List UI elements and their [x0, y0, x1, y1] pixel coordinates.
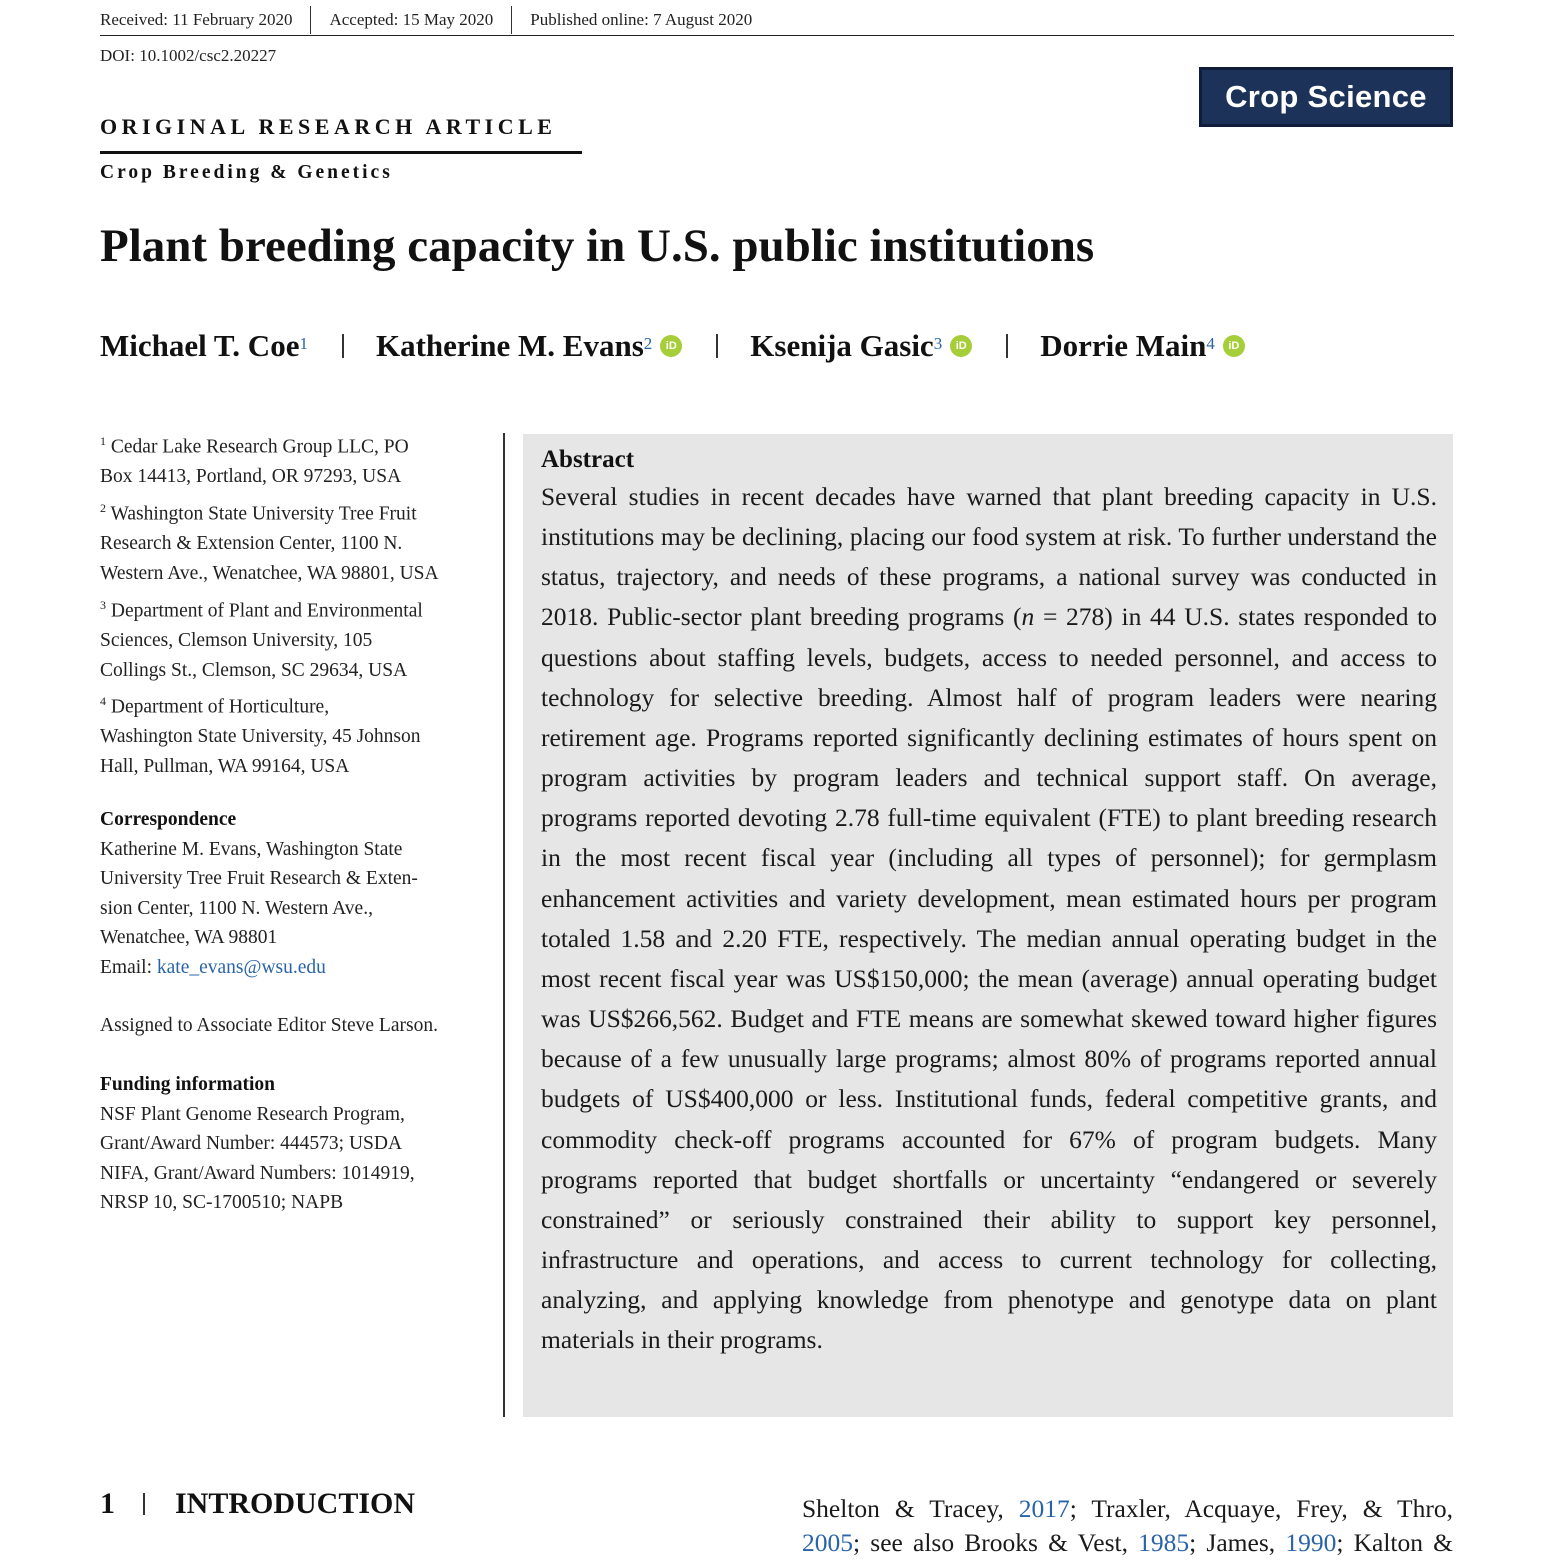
intro-body-text: Shelton & Tracey, 2017; Traxler, Acquaye… [802, 1492, 1453, 1560]
funding-line: Grant/Award Number: 444573; USDA [100, 1133, 403, 1154]
text-part: ; Kalton & [1336, 1528, 1454, 1557]
abstract-heading: Abstract [541, 446, 635, 473]
author-affiliation-ref[interactable]: 2 [643, 334, 653, 353]
citation-link[interactable]: 1985 [1138, 1528, 1190, 1557]
author-affiliation-ref[interactable]: 1 [299, 334, 308, 353]
funding-line: NRSP 10, SC-1700510; NAPB [100, 1192, 344, 1213]
text-line: 2005; see also Brooks & Vest, 1985; Jame… [802, 1526, 1453, 1560]
citation-link[interactable]: 2005 [802, 1528, 853, 1557]
header-rule [100, 35, 1454, 36]
section-number: 1 [100, 1487, 115, 1520]
affiliation-line: Research & Extension Center, 1100 N. [100, 533, 403, 554]
correspondence-line: University Tree Fruit Research & Exten- [100, 868, 418, 889]
affiliation-line: Western Ave., Wenatchee, WA 98801, USA [100, 562, 439, 584]
text-part: ; see also Brooks & Vest, [853, 1528, 1139, 1557]
affiliation-number: 4 [100, 694, 106, 708]
author-affiliation-ref[interactable]: 4 [1206, 334, 1215, 353]
affiliation-line: Hall, Pullman, WA 99164, USA [100, 755, 350, 777]
author-name[interactable]: Dorrie Main [1040, 328, 1207, 363]
author-name[interactable]: Katherine M. Evans [375, 328, 644, 363]
orcid-icon[interactable]: iD [950, 335, 973, 357]
section-title: INTRODUCTION [175, 1487, 416, 1520]
received-date: Received: 11 February 2020 [100, 10, 293, 29]
affiliation-1: 1 Cedar Lake Research Group LLC, PO Box … [100, 427, 490, 492]
orcid-icon[interactable]: iD [1222, 335, 1245, 357]
affiliation-line: Washington State University, 45 Johnson [100, 726, 421, 747]
divider [310, 6, 312, 34]
affiliation-line: Sciences, Clemson University, 105 [100, 630, 373, 651]
divider [1006, 334, 1009, 358]
affiliation-number: 2 [100, 501, 106, 515]
affiliation-line: Department of Plant and Environmental [110, 600, 423, 622]
divider [511, 6, 513, 34]
affiliation-4: 4 Department of Horticulture, Washington… [100, 687, 490, 781]
affiliation-number: 3 [100, 598, 106, 612]
abstract-box: Abstract Several studies in recent decad… [523, 434, 1453, 1417]
abstract-text-part: = 278) in 44 U.S. states responded to qu… [541, 602, 1438, 1355]
funding-information: Funding information NSF Plant Genome Res… [100, 1070, 490, 1218]
sample-size-symbol: n [1021, 602, 1035, 632]
abstract-text: Several studies in recent decades have w… [541, 477, 1437, 1360]
section-heading-introduction: 1 INTRODUCTION [100, 1487, 415, 1521]
abstract-text-part: Several studies in recent decades have w… [541, 482, 1437, 632]
text-part: Shelton & Tracey, [802, 1494, 1019, 1523]
column-divider [503, 433, 505, 1417]
article-type-rule [100, 151, 582, 154]
funding-heading: Funding information [100, 1074, 275, 1095]
author-name[interactable]: Michael T. Coe [100, 328, 300, 363]
subject-category: Crop Breeding & Genetics [100, 162, 393, 183]
citation-link[interactable]: 1990 [1285, 1528, 1337, 1557]
correspondence-heading: Correspondence [100, 809, 237, 830]
divider [341, 334, 344, 358]
paper-title: Plant breeding capacity in U.S. public i… [100, 220, 1095, 272]
affiliation-line: Cedar Lake Research Group LLC, PO [110, 436, 409, 458]
funding-line: NIFA, Grant/Award Numbers: 1014919, [100, 1162, 415, 1184]
divider [716, 334, 719, 358]
email-label: Email: [100, 956, 157, 978]
correspondence-line: Wenatchee, WA 98801 [100, 927, 278, 948]
accepted-date: Accepted: 15 May 2020 [329, 10, 494, 29]
email-link[interactable]: kate_evans@wsu.edu [156, 956, 326, 978]
affiliation-line: Box 14413, Portland, OR 97293, USA [100, 466, 402, 487]
funding-line: NSF Plant Genome Research Program, [100, 1103, 405, 1125]
journal-name: Crop Science [1225, 79, 1427, 114]
affiliation-line: Washington State University Tree Fruit [110, 503, 417, 525]
affiliation-3: 3 Department of Plant and Environmental … [100, 591, 490, 685]
affiliation-line: Collings St., Clemson, SC 29634, USA [100, 659, 408, 681]
citation-link[interactable]: 2017 [1018, 1494, 1070, 1523]
text-line: Shelton & Tracey, 2017; Traxler, Acquaye… [802, 1492, 1453, 1526]
orcid-icon[interactable]: iD [660, 335, 683, 357]
editor-note: Assigned to Associate Editor Steve Larso… [100, 1015, 438, 1036]
correspondence: Correspondence Katherine M. Evans, Washi… [100, 805, 490, 982]
author-list: Michael T. Coe 1 Katherine M. Evans 2 iD Ks… [100, 324, 1245, 368]
divider [143, 1493, 145, 1515]
email-row: Email: kate_evans@wsu.edu [100, 953, 490, 983]
affiliation-2: 2 Washington State University Tree Fruit… [100, 494, 490, 588]
doi[interactable]: DOI: 10.1002/csc2.20227 [100, 46, 277, 65]
article-type: ORIGINAL RESEARCH ARTICLE [100, 114, 557, 139]
journal-logo[interactable]: Crop Science [1199, 67, 1453, 127]
affiliation-line: Department of Horticulture, [110, 696, 330, 718]
correspondence-line: Katherine M. Evans, Washington State [100, 838, 403, 860]
text-part: ; James, [1189, 1528, 1286, 1557]
published-date: Published online: 7 August 2020 [530, 10, 753, 29]
author-name[interactable]: Ksenija Gasic [750, 328, 934, 363]
affiliation-number: 1 [100, 434, 106, 448]
correspondence-line: sion Center, 1100 N. Western Ave., [100, 897, 373, 919]
author-affiliation-ref[interactable]: 3 [933, 334, 943, 353]
text-part: ; Traxler, Acquaye, Frey, & Thro, [1069, 1494, 1453, 1523]
publication-dates: Received: 11 February 2020 Accepted: 15 … [100, 6, 752, 34]
